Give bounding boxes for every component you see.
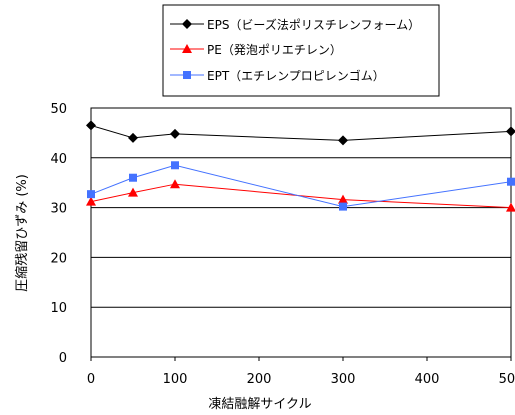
data-point-diamond [506, 126, 515, 137]
gridlines [91, 157, 511, 308]
data-point-triangle [338, 194, 348, 204]
data-point-triangle [170, 179, 180, 189]
y-tick-label: 10 [50, 301, 67, 316]
legend-label: EPT（エチレンプロピレンゴム） [207, 68, 385, 83]
legend-marker-square [183, 71, 191, 79]
data-point-square [171, 161, 179, 170]
y-tick-label: 30 [50, 202, 67, 217]
legend-label: PE（発泡ポリエチレン） [207, 43, 342, 57]
plot-area [90, 107, 512, 358]
data-point-triangle [86, 196, 96, 206]
y-tick-label: 40 [50, 152, 67, 167]
data-point-diamond [338, 135, 348, 146]
x-tick-label: 400 [415, 372, 440, 387]
x-axis-ticks: 0 100 200 300 400 500 [87, 357, 515, 387]
x-tick-label: 100 [163, 372, 188, 387]
y-tick-label: 50 [50, 102, 67, 117]
legend-marker-diamond [182, 19, 192, 29]
data-point-diamond [170, 128, 180, 139]
x-axis-title: 凍結融解サイクル [208, 396, 311, 412]
data-point-square [507, 177, 515, 186]
x-tick-label: 500 [499, 372, 515, 387]
x-tick-label: 0 [87, 372, 95, 387]
data-point-square [87, 190, 95, 199]
series-layer [86, 120, 515, 212]
data-point-diamond [128, 132, 138, 143]
legend-label: EPS（ビーズ法ポリスチレンフォーム） [207, 17, 420, 32]
y-tick-label: 0 [59, 351, 67, 366]
legend-marker-triangle [182, 44, 192, 53]
x-tick-label: 200 [247, 372, 272, 387]
x-tick-label: 300 [331, 372, 356, 387]
data-point-triangle [506, 202, 515, 212]
data-point-diamond [86, 120, 96, 131]
data-point-square [339, 202, 347, 211]
legend-box [162, 4, 440, 97]
y-axis-ticks: 0 10 20 30 40 50 [50, 102, 67, 366]
legend: EPS（ビーズ法ポリスチレンフォーム） PE（発泡ポリエチレン） EPT（エチレンプ… [170, 17, 420, 83]
y-axis-title: 圧縮残留ひずみ (%) [14, 174, 30, 292]
data-point-triangle [128, 187, 138, 197]
y-tick-label: 20 [50, 251, 67, 266]
data-point-square [129, 173, 137, 182]
